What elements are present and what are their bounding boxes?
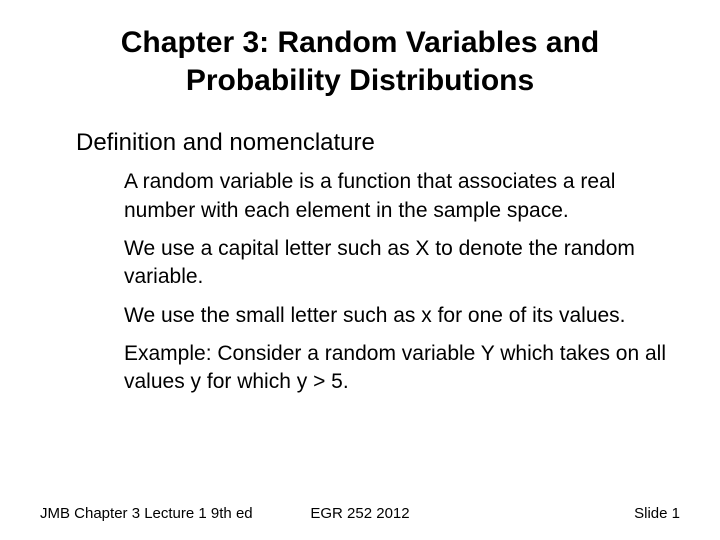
slide-footer: JMB Chapter 3 Lecture 1 9th ed EGR 252 2… [0, 505, 720, 522]
list-item: Example: Consider a random variable Y wh… [100, 340, 680, 397]
slide-container: Chapter 3: Random Variables and Probabil… [0, 0, 720, 540]
item-text: We use a capital letter such as X to den… [124, 235, 680, 292]
bullet-level1: Definition and nomenclature [48, 127, 680, 158]
slide-title: Chapter 3: Random Variables and Probabil… [40, 24, 680, 99]
item-text: Example: Consider a random variable Y wh… [124, 340, 680, 397]
item-text: A random variable is a function that ass… [124, 168, 680, 225]
item-text: We use the small letter such as x for on… [124, 302, 626, 330]
list-item: We use the small letter such as x for on… [100, 302, 680, 330]
heading-text: Definition and nomenclature [76, 127, 375, 158]
slide-content: Definition and nomenclature A random var… [40, 127, 680, 520]
footer-left: JMB Chapter 3 Lecture 1 9th ed [40, 505, 253, 522]
footer-right: Slide 1 [634, 505, 680, 522]
list-item: A random variable is a function that ass… [100, 168, 680, 225]
footer-center: EGR 252 2012 [310, 505, 409, 522]
sublist: A random variable is a function that ass… [100, 168, 680, 396]
list-item: We use a capital letter such as X to den… [100, 235, 680, 292]
